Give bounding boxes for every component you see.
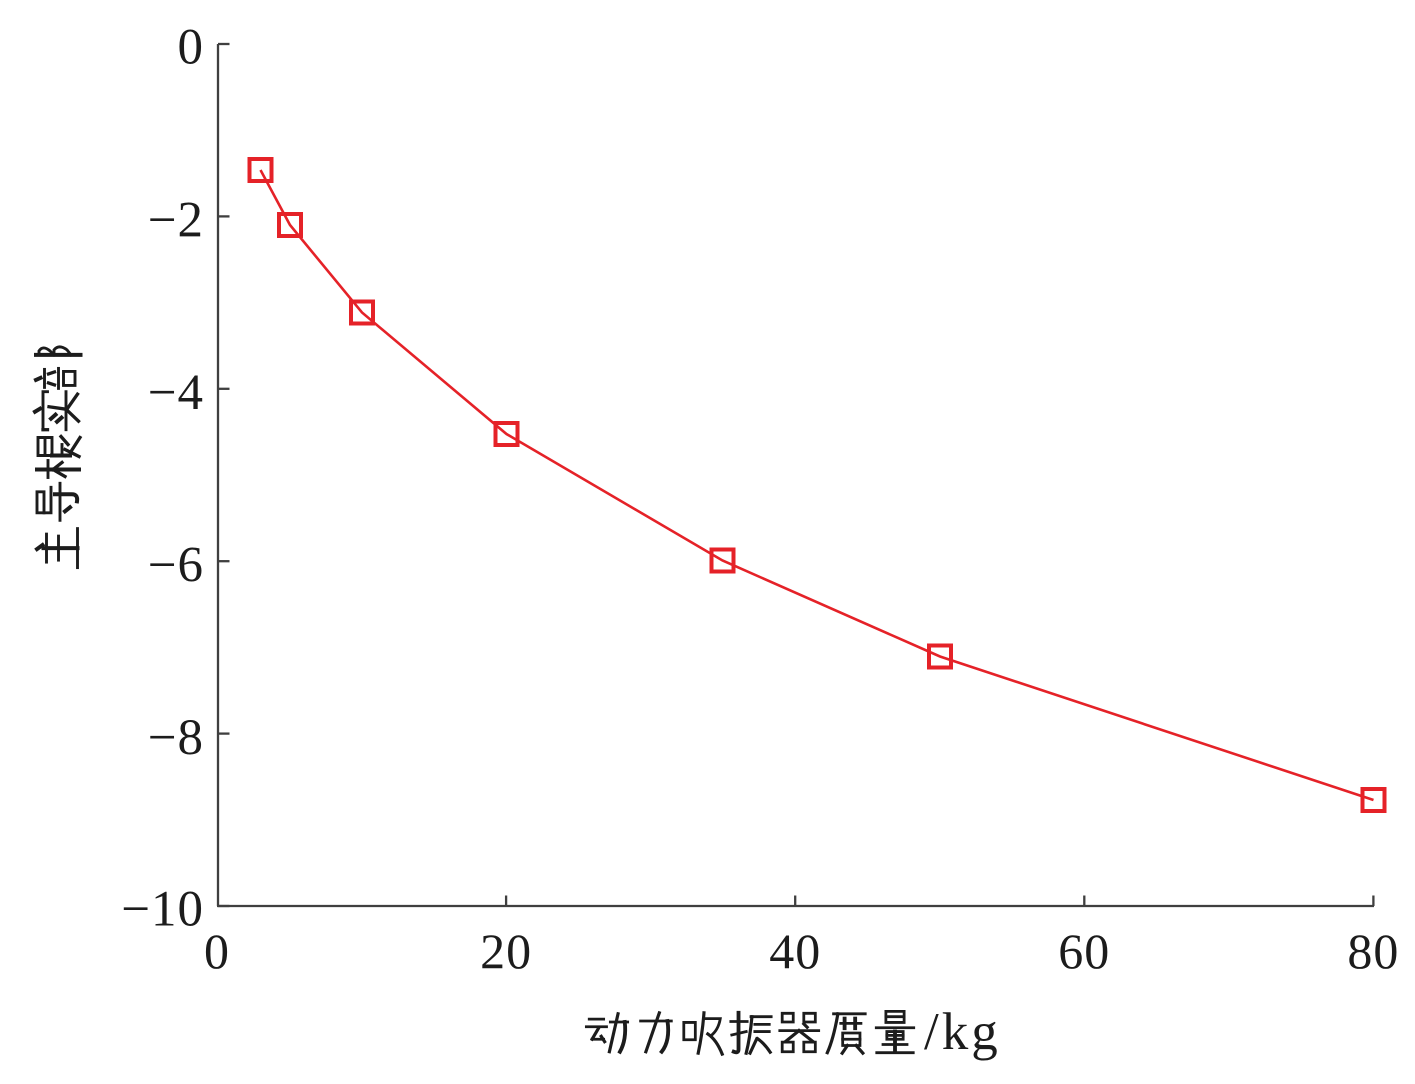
svg-text:20: 20 [480, 923, 532, 979]
svg-text:40: 40 [769, 923, 821, 979]
svg-text:80: 80 [1347, 923, 1399, 979]
svg-text:0: 0 [204, 923, 230, 979]
svg-text:−2: −2 [148, 193, 204, 249]
svg-text:/kg: /kg [924, 1003, 1001, 1061]
svg-text:0: 0 [178, 20, 205, 76]
svg-text:−6: −6 [148, 538, 204, 594]
svg-text:−10: −10 [121, 882, 204, 938]
svg-text:−4: −4 [148, 365, 204, 421]
svg-text:60: 60 [1058, 923, 1110, 979]
svg-text:−8: −8 [148, 710, 204, 766]
